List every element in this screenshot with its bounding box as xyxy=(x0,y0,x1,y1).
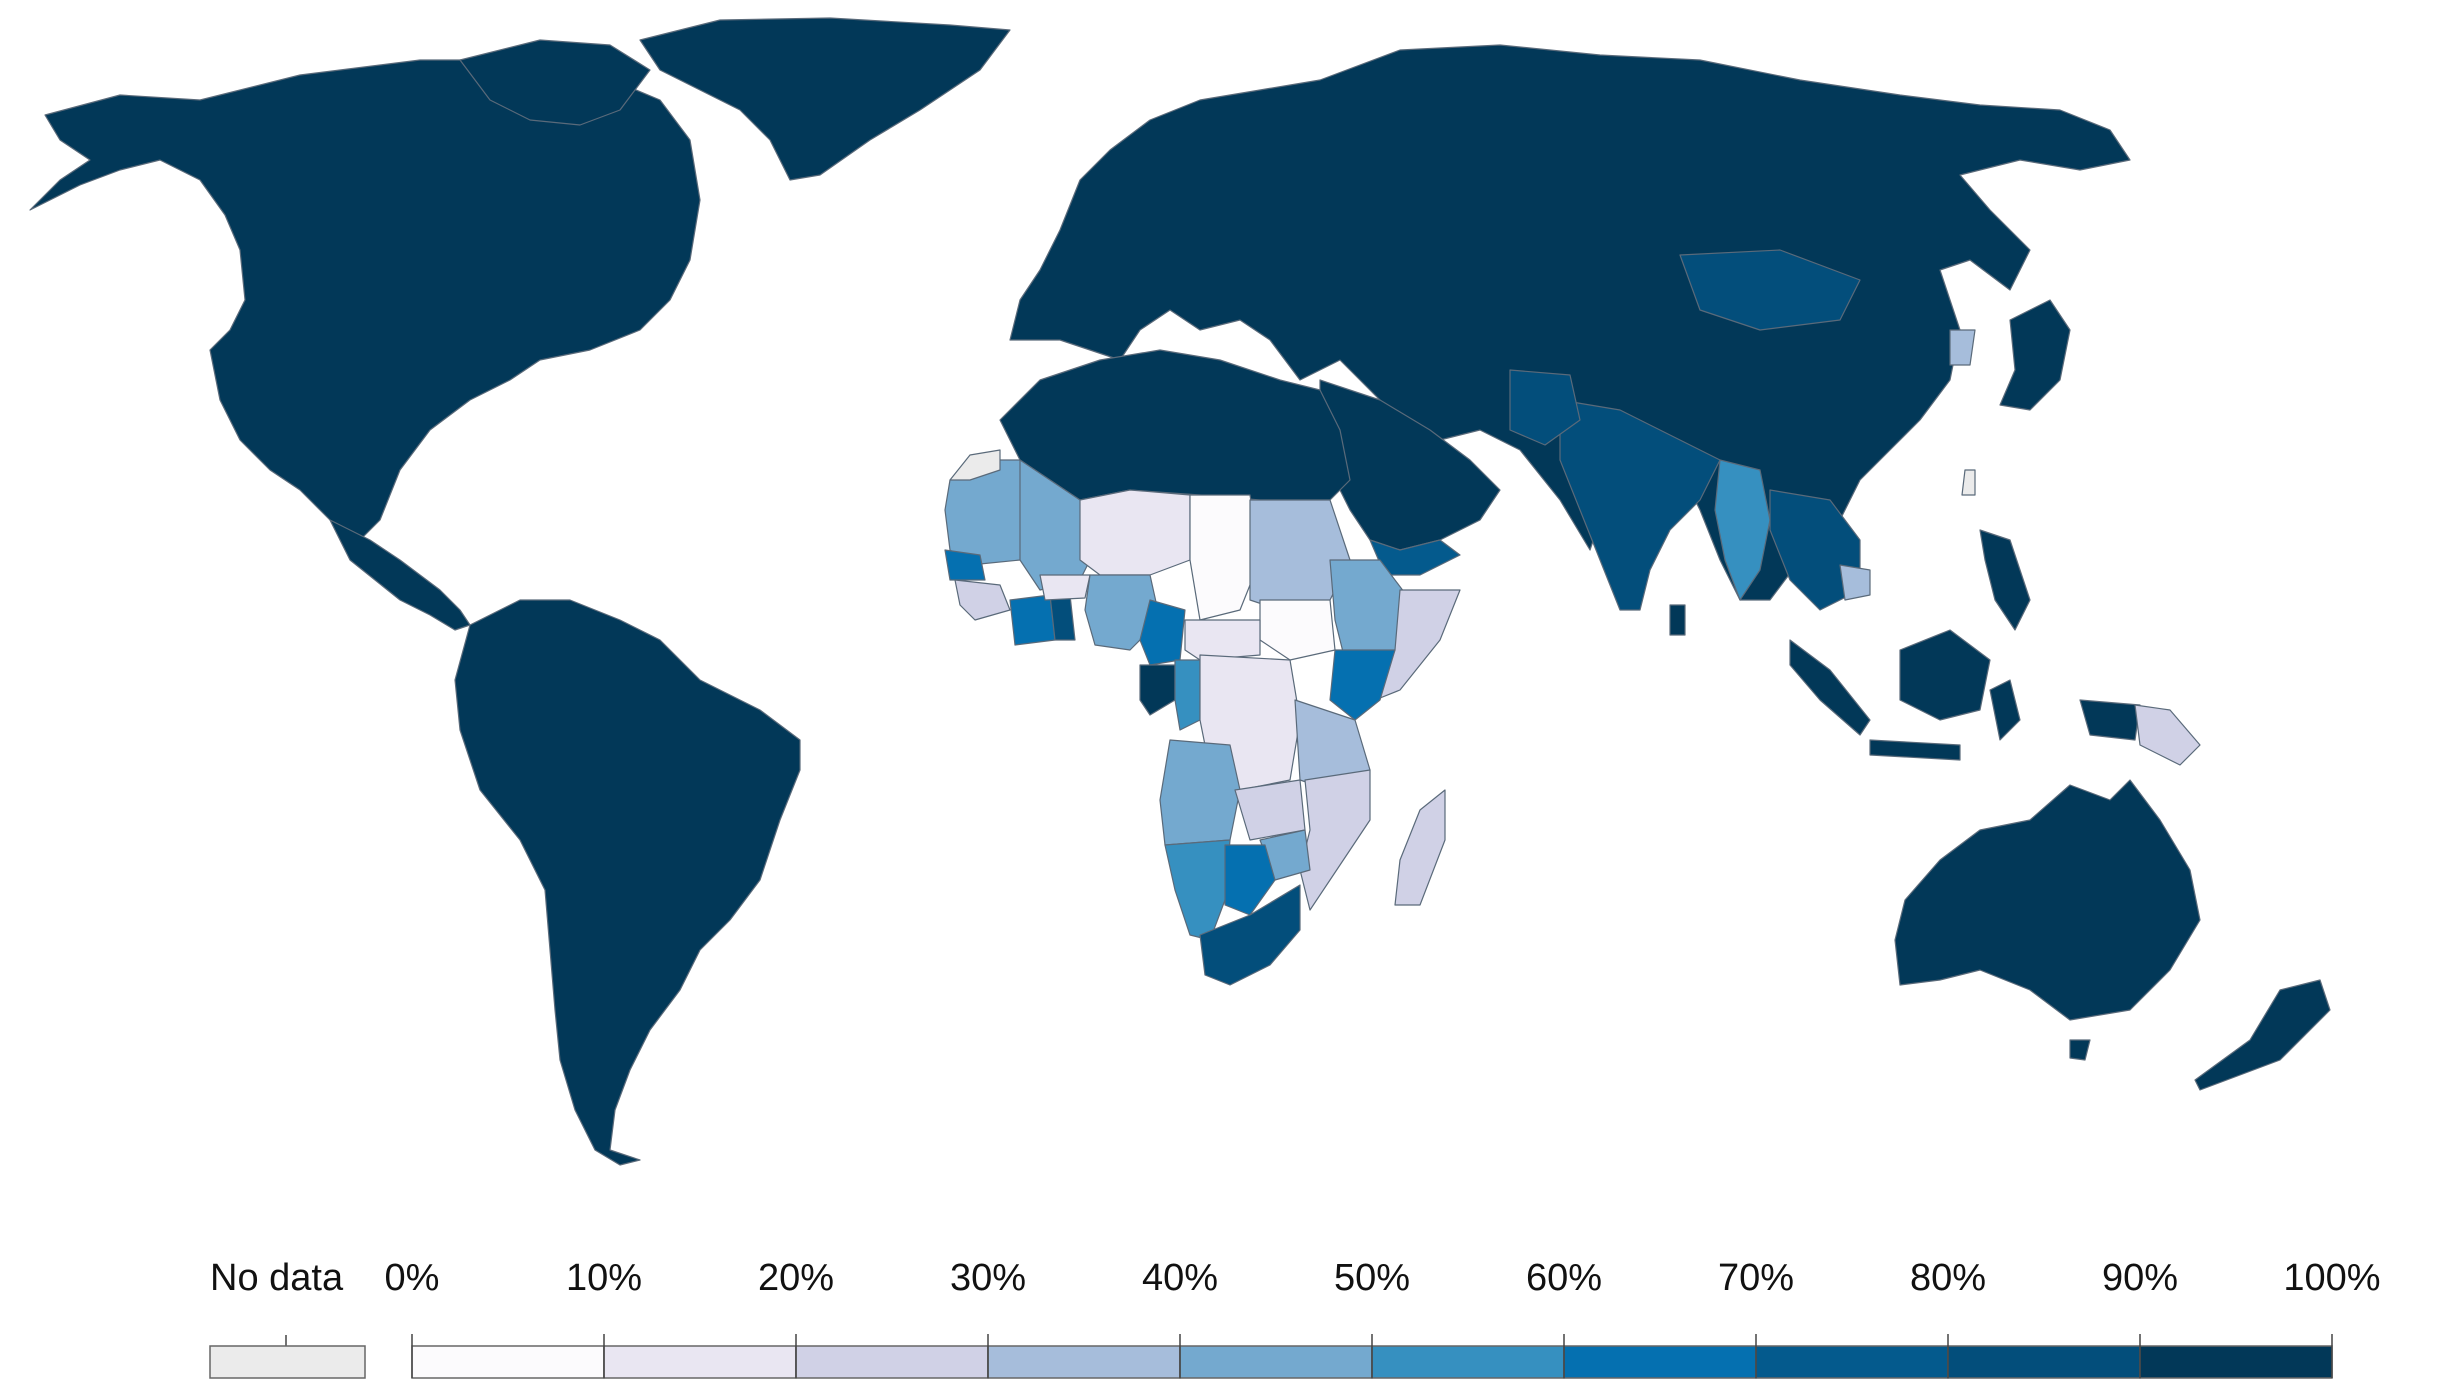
region-north-america[interactable] xyxy=(29,59,701,541)
legend-swatch xyxy=(1563,1345,1757,1379)
legend-swatch xyxy=(1947,1345,2141,1379)
region-south-america[interactable] xyxy=(454,599,801,1166)
legend-no-data-label: No data xyxy=(210,1257,344,1299)
region-north-korea[interactable] xyxy=(1949,329,1976,366)
legend-swatch xyxy=(795,1345,989,1379)
legend-tick-labels: 0% 10% 20% 30% 40% 50% 60% 70% 80% 90% 100% xyxy=(385,1257,2381,1378)
region-new-guinea-west[interactable] xyxy=(2079,699,2141,741)
legend-tick-label: 90% xyxy=(2102,1257,2178,1299)
region-arctic-islands[interactable] xyxy=(459,39,651,126)
region-sri-lanka[interactable] xyxy=(1669,604,1686,636)
region-zambia[interactable] xyxy=(1234,779,1306,841)
region-afghanistan[interactable] xyxy=(1509,369,1581,446)
region-cambodia[interactable] xyxy=(1839,564,1871,601)
region-south-sudan[interactable] xyxy=(1259,599,1336,661)
region-chad[interactable] xyxy=(1189,494,1261,621)
region-ivory-coast[interactable] xyxy=(1009,594,1056,646)
region-sulawesi[interactable] xyxy=(1989,679,2021,741)
land-layer xyxy=(29,17,2331,1166)
region-australia[interactable] xyxy=(1894,779,2201,1021)
region-south-africa[interactable] xyxy=(1199,884,1301,986)
region-cameroon[interactable] xyxy=(1139,599,1186,666)
region-namibia[interactable] xyxy=(1164,839,1231,941)
legend-tick-label: 20% xyxy=(758,1257,834,1299)
legend-tick-label: 60% xyxy=(1526,1257,1602,1299)
region-mozambique[interactable] xyxy=(1299,769,1371,911)
legend: No data 0% 10% 20% 30% 40% 50% 60% 70% 80% 90% 100… xyxy=(209,1257,2381,1379)
legend-tick-label: 50% xyxy=(1334,1257,1410,1299)
region-madagascar[interactable] xyxy=(1394,789,1446,906)
region-india[interactable] xyxy=(1559,399,1721,611)
legend-tick-label: 0% xyxy=(385,1257,440,1299)
legend-swatch xyxy=(1179,1345,1373,1379)
legend-tick-label: 80% xyxy=(1910,1257,1986,1299)
legend-swatch xyxy=(603,1345,797,1379)
region-ghana[interactable] xyxy=(1049,594,1076,641)
region-western-sahara[interactable] xyxy=(949,449,1001,481)
region-eurasia[interactable] xyxy=(1009,44,2131,601)
region-myanmar[interactable] xyxy=(1714,459,1771,601)
region-botswana[interactable] xyxy=(1224,844,1276,916)
region-new-zealand[interactable] xyxy=(2194,979,2331,1091)
region-uganda-kenya[interactable] xyxy=(1329,649,1396,721)
region-thailand-vietnam[interactable] xyxy=(1769,489,1861,611)
region-tasmania[interactable] xyxy=(2069,1039,2091,1061)
region-papua-new-guinea[interactable] xyxy=(2134,704,2201,766)
region-burkina[interactable] xyxy=(1039,574,1091,601)
legend-tick-label: 100% xyxy=(2283,1257,2380,1299)
region-nigeria[interactable] xyxy=(1084,574,1161,651)
region-gabon[interactable] xyxy=(1139,664,1176,716)
legend-tick-label: 30% xyxy=(950,1257,1026,1299)
legend-no-data-swatch xyxy=(209,1345,366,1379)
region-congo[interactable] xyxy=(1174,659,1201,731)
region-guinea[interactable] xyxy=(954,579,1011,621)
region-mongolia[interactable] xyxy=(1679,249,1861,331)
legend-swatch xyxy=(1755,1345,1949,1379)
legend-tick-label: 10% xyxy=(566,1257,642,1299)
legend-bins xyxy=(411,1345,2333,1379)
region-car[interactable] xyxy=(1184,619,1261,661)
legend-swatch xyxy=(987,1345,1181,1379)
region-niger[interactable] xyxy=(1079,489,1191,576)
region-sumatra[interactable] xyxy=(1789,639,1871,736)
legend-tick-label: 40% xyxy=(1142,1257,1218,1299)
region-borneo[interactable] xyxy=(1899,629,1991,721)
region-central-america[interactable] xyxy=(329,519,471,631)
region-angola[interactable] xyxy=(1159,739,1241,846)
region-greenland[interactable] xyxy=(639,17,1011,181)
region-java[interactable] xyxy=(1869,739,1961,761)
region-taiwan[interactable] xyxy=(1961,469,1976,496)
region-philippines[interactable] xyxy=(1979,529,2031,631)
legend-tick-label: 70% xyxy=(1718,1257,1794,1299)
legend-swatch xyxy=(1371,1345,1565,1379)
legend-swatch xyxy=(411,1345,605,1379)
legend-swatch xyxy=(2139,1345,2333,1379)
region-japan[interactable] xyxy=(1999,299,2071,411)
region-senegal[interactable] xyxy=(944,549,986,581)
